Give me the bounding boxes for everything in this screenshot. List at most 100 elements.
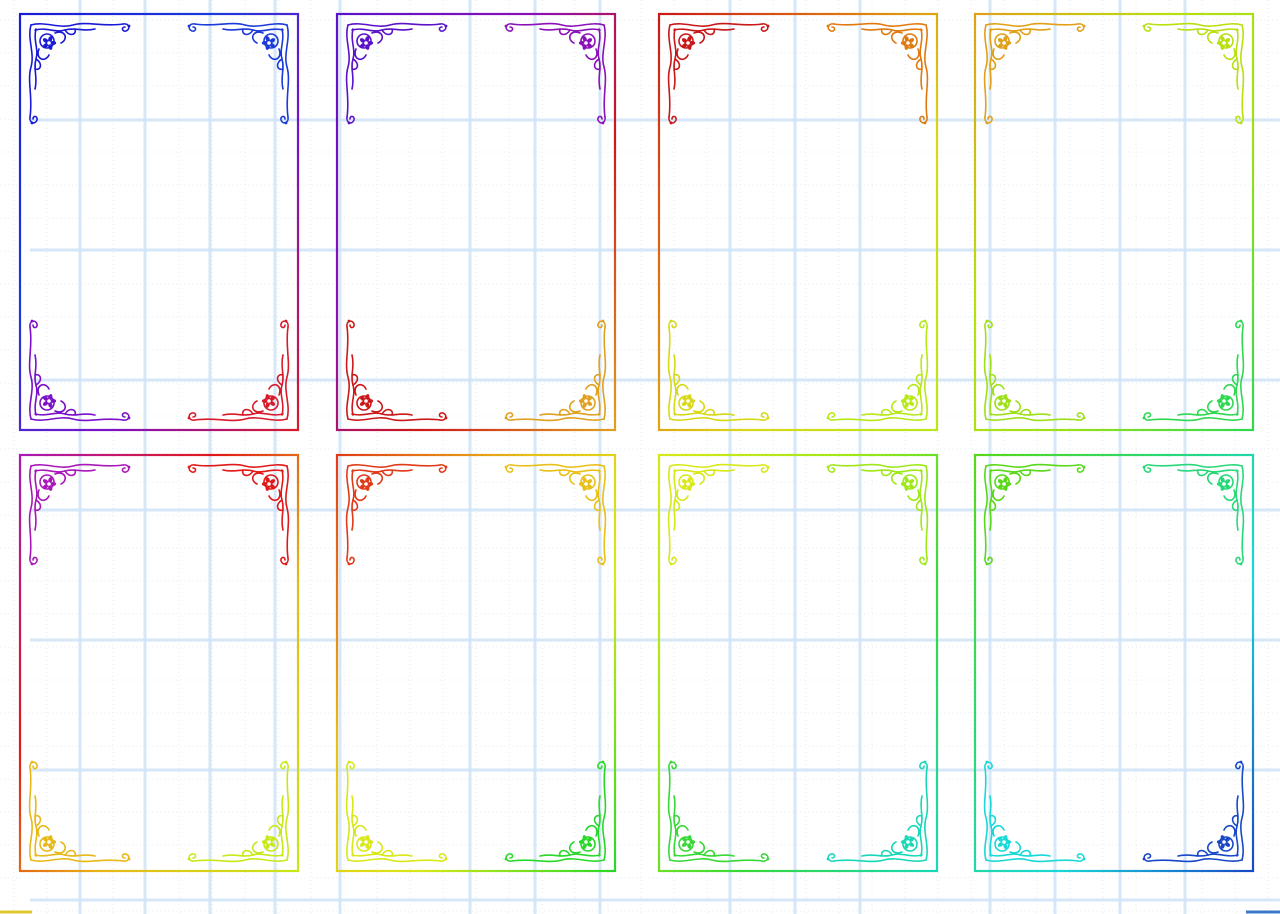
- scroll-curl: [915, 499, 923, 512]
- top-left-corner-ornament: [983, 463, 1086, 566]
- flower-petal: [1224, 396, 1231, 402]
- flower-petal: [997, 479, 1004, 485]
- scroll-arm: [667, 24, 672, 118]
- scroll-curl: [890, 400, 903, 413]
- flower-petal: [269, 396, 276, 402]
- bud-dot: [1082, 857, 1086, 861]
- scroll-arm: [28, 326, 33, 420]
- scroll-curl: [827, 464, 836, 473]
- bud-dot: [1142, 24, 1146, 28]
- flower-petal: [1003, 394, 1008, 401]
- bottom-left-corner-ornament: [28, 760, 131, 863]
- scroll-curl: [505, 23, 514, 32]
- scroll-curl: [558, 849, 571, 857]
- top-left-corner-ornament: [345, 463, 448, 566]
- scroll-curl: [827, 853, 836, 862]
- scroll-loop: [263, 33, 279, 49]
- flower-center: [1002, 399, 1006, 403]
- scroll-arm: [347, 463, 441, 468]
- scroll-loop: [580, 836, 596, 852]
- scroll-curl: [890, 472, 903, 485]
- scroll-loop: [39, 395, 55, 411]
- scroll-curl: [64, 28, 77, 36]
- scroll-curl: [1076, 464, 1085, 473]
- bud-dot: [669, 319, 673, 323]
- scroll-curl: [276, 58, 284, 71]
- scroll-curl: [1235, 761, 1244, 770]
- scroll-curl: [915, 373, 923, 386]
- bud-dot: [1239, 319, 1243, 323]
- flower-center: [584, 482, 588, 486]
- flower-petal: [904, 484, 909, 491]
- scroll-loop: [1218, 395, 1234, 411]
- scroll-curl: [1009, 841, 1022, 854]
- scroll-curl: [241, 408, 254, 416]
- flower-petal: [681, 841, 688, 847]
- flower-petal: [681, 400, 688, 406]
- flower-petal: [578, 41, 586, 45]
- scroll-curl: [1196, 469, 1209, 477]
- scroll-curl: [505, 412, 514, 421]
- scroll-curl: [703, 849, 716, 857]
- flower-petal: [359, 479, 366, 485]
- scroll-curl: [984, 556, 993, 565]
- scroll-curl: [37, 48, 50, 61]
- scroll-curl: [673, 499, 681, 512]
- five-petal-flower-icon: [261, 835, 276, 849]
- flower-petal: [904, 401, 909, 408]
- flower-petal: [48, 43, 53, 50]
- five-petal-flower-icon: [681, 394, 696, 408]
- scroll-curl: [1235, 115, 1244, 124]
- card-frame-4: [973, 12, 1255, 432]
- bud-dot: [30, 319, 34, 323]
- scroll-curl: [1076, 412, 1085, 421]
- scroll-curl: [668, 556, 677, 565]
- scroll-curl: [54, 400, 67, 413]
- scroll-loop: [902, 395, 918, 411]
- five-petal-flower-icon: [997, 835, 1012, 849]
- scroll-curl: [251, 31, 264, 44]
- scroll-curl: [693, 472, 706, 485]
- scroll-curl: [354, 824, 367, 837]
- scroll-curl: [251, 472, 264, 485]
- flower-petal: [265, 394, 270, 401]
- five-petal-flower-icon: [42, 36, 57, 50]
- flower-petal: [586, 479, 593, 485]
- scroll-arm: [1240, 24, 1245, 118]
- scroll-curl: [984, 320, 993, 329]
- scroll-arm: [194, 417, 288, 422]
- flower-center: [1222, 482, 1226, 486]
- flower-petal: [687, 477, 692, 484]
- scroll-curl: [381, 849, 394, 857]
- scroll-curl: [37, 383, 50, 396]
- scroll-loop: [356, 395, 372, 411]
- scroll-curl: [354, 48, 367, 61]
- scroll-arm: [1149, 22, 1243, 27]
- flower-petal: [1216, 41, 1224, 45]
- flower-petal: [688, 399, 696, 403]
- flower-center: [364, 41, 368, 45]
- scroll-arm: [985, 858, 1079, 863]
- scroll-arm: [833, 858, 927, 863]
- bud-dot: [444, 465, 448, 469]
- five-petal-flower-icon: [261, 36, 276, 50]
- scroll-curl: [984, 115, 993, 124]
- scroll-curl: [989, 814, 997, 827]
- top-right-corner-ornament: [1142, 463, 1245, 566]
- bud-dot: [1239, 760, 1243, 764]
- flower-petal: [265, 835, 270, 842]
- scroll-arm: [30, 463, 124, 468]
- scroll-arm: [347, 858, 441, 863]
- scroll-loop: [356, 836, 372, 852]
- scroll-arm: [602, 767, 607, 861]
- scroll-arm: [1240, 767, 1245, 861]
- flower-petal: [365, 484, 370, 491]
- scroll-loop: [994, 33, 1010, 49]
- flower-petal: [1224, 841, 1231, 847]
- flower-petal: [681, 38, 688, 44]
- five-petal-flower-icon: [261, 477, 276, 491]
- flower-petal: [42, 42, 49, 48]
- scroll-loop: [580, 474, 596, 490]
- five-petal-flower-icon: [1216, 835, 1231, 849]
